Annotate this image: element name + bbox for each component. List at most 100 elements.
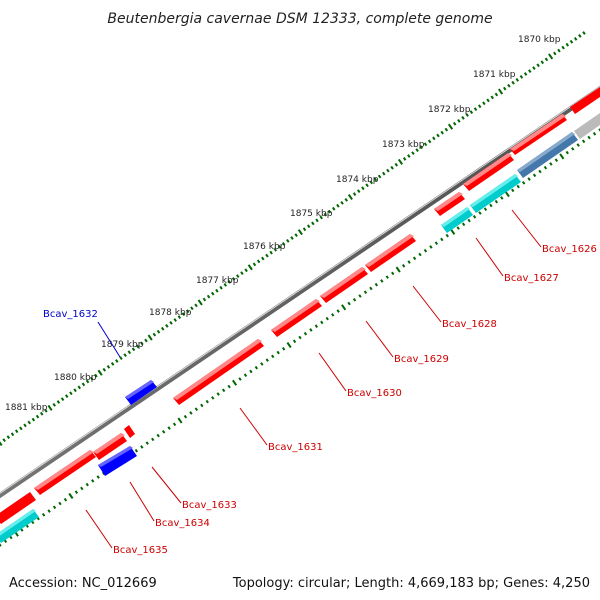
gene-label[interactable]: Bcav_1627 (504, 273, 559, 284)
scale-tick (174, 319, 176, 322)
scale-tick (404, 158, 406, 161)
inner-tick (396, 267, 399, 272)
gene-bcav-1627-arrow-top (463, 153, 512, 186)
scale-tick (74, 389, 76, 392)
gene-label[interactable]: Bcav_1629 (394, 354, 449, 365)
scale-tick (203, 298, 205, 301)
scale-tick (128, 351, 130, 354)
scale-tick (529, 70, 531, 73)
gene-1633-arrow[interactable] (124, 425, 135, 438)
scale-tick (266, 254, 268, 257)
inner-tick (287, 343, 290, 348)
feature-grey[interactable] (574, 113, 600, 139)
scale-tick (341, 202, 343, 205)
scale-tick (262, 257, 264, 260)
scale-label: 1875 kbp (290, 209, 333, 219)
scale-label: 1871 kbp (473, 70, 516, 80)
scale-tick (258, 260, 260, 263)
scale-tick (3, 439, 5, 442)
scale-tick (208, 295, 210, 298)
scale-tick (429, 140, 431, 143)
scale-tick (116, 360, 118, 363)
scale-label: 1877 kbp (196, 276, 239, 286)
inner-tick (223, 389, 225, 391)
scale-tick (312, 222, 314, 225)
inner-tick (512, 189, 514, 191)
inner-tick (359, 295, 361, 297)
gene-label[interactable]: Bcav_1634 (155, 518, 210, 529)
inner-tick (0, 544, 1, 546)
gene-label[interactable]: Bcav_1628 (442, 319, 497, 330)
scale-tick (124, 354, 126, 357)
inner-tick (277, 351, 279, 353)
inner-tick (228, 385, 230, 387)
inner-tick (414, 257, 416, 259)
scale-tick (7, 436, 9, 439)
inner-tick (212, 397, 214, 399)
inner-tick (326, 317, 328, 319)
inner-tick (446, 234, 448, 236)
scale-tick (445, 128, 447, 131)
inner-tick (528, 178, 530, 180)
gene-edge-right-arrow[interactable] (570, 87, 600, 114)
scale-label: 1872 kbp (428, 105, 471, 115)
inner-tick (65, 498, 67, 500)
scale-tick (66, 395, 68, 398)
inner-tick (517, 185, 519, 187)
inner-tick (479, 212, 481, 214)
inner-tick (261, 363, 263, 365)
label-connector (476, 238, 503, 276)
scale-tick (395, 163, 397, 166)
scale-tick (454, 122, 456, 125)
gene-label[interactable]: Bcav_1631 (268, 442, 323, 453)
inner-tick (206, 400, 208, 402)
inner-tick (392, 272, 394, 274)
inner-tick (136, 449, 138, 451)
scale-tick (216, 289, 218, 292)
scale-label: 1878 kbp (149, 308, 192, 318)
scale-tick (583, 32, 585, 35)
scale-tick (162, 327, 164, 330)
scale-tick (479, 105, 481, 108)
scale-tick (62, 398, 64, 401)
inner-tick (419, 253, 421, 255)
scale-tick (158, 330, 160, 333)
inner-tick (250, 370, 252, 372)
inner-tick (178, 418, 181, 423)
inner-tick (54, 506, 56, 508)
inner-tick (201, 404, 203, 406)
scale-tick (148, 335, 151, 340)
inner-tick (141, 446, 143, 448)
gene-label[interactable]: Bcav_1633 (182, 500, 237, 511)
inner-tick (566, 151, 568, 153)
inner-tick (474, 216, 476, 218)
inner-tick (196, 408, 198, 410)
scale-tick (495, 93, 497, 96)
scale-tick (470, 111, 472, 114)
inner-tick (441, 238, 443, 240)
scale-tick (12, 433, 14, 436)
scale-tick (16, 430, 18, 433)
scale-tick (504, 87, 506, 90)
gene-label[interactable]: Bcav_1626 (542, 244, 597, 255)
scale-tick (83, 383, 85, 386)
scale-tick (249, 265, 252, 270)
scale-tick (358, 190, 360, 193)
inner-tick (572, 148, 574, 150)
gene-label[interactable]: Bcav_1632 (43, 309, 98, 320)
scale-tick (399, 159, 402, 164)
scale-tick (333, 207, 335, 210)
inner-tick (152, 438, 154, 440)
scale-tick (145, 339, 147, 342)
scale-tick (291, 237, 293, 240)
gene-label[interactable]: Bcav_1635 (113, 545, 168, 556)
inner-tick (217, 393, 219, 395)
inner-tick (436, 242, 438, 244)
scale-label: 1870 kbp (518, 35, 561, 45)
inner-tick (316, 325, 318, 327)
gene-label[interactable]: Bcav_1630 (347, 388, 402, 399)
inner-tick (430, 246, 432, 248)
scale-tick (437, 134, 439, 137)
inner-tick (97, 476, 99, 478)
